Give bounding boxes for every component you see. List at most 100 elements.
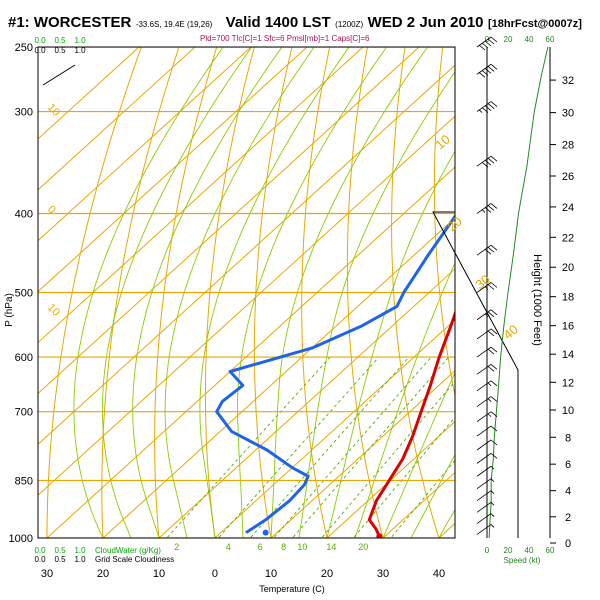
isotherm (38, 47, 196, 191)
wind-barb-half (490, 490, 495, 494)
adiabat-label: 40 (500, 322, 521, 343)
wind-barb-staff (476, 203, 492, 214)
wind-barb-flag (487, 38, 495, 45)
valid-time: Valid 1400 LST (225, 14, 331, 31)
wind-barb-half (490, 524, 495, 528)
wind-barb (476, 513, 495, 524)
mixing-ratio-label: 4 (226, 542, 231, 552)
wind-barb-flag (490, 36, 498, 43)
wind-barb-staff (476, 364, 492, 375)
wind-barb-flag (490, 411, 498, 417)
wind-barb-staff (476, 490, 492, 502)
wind-barb-flag (487, 246, 495, 253)
wind-barb-flag (490, 453, 498, 459)
wind-barb-half (490, 502, 495, 506)
cloudwater-tick: 0.0 (34, 546, 46, 555)
height-tick-label: 14 (562, 349, 574, 361)
wind-barb-flag (484, 207, 492, 213)
valid-date: WED 2 Jun 2010 (367, 14, 484, 31)
isotherm (270, 370, 455, 538)
dry-adiabat (301, 47, 331, 538)
dry-adiabat (593, 33, 600, 556)
adiabat-label: 20 (444, 214, 465, 235)
wind-barb-flag (487, 330, 495, 337)
wind-barb-flag (490, 425, 498, 432)
moist-adiabat (132, 47, 283, 538)
dewpoint-profile (215, 213, 455, 534)
moist-adiabat (164, 47, 315, 538)
wind-barb-flag (487, 311, 495, 318)
wind-barb (476, 282, 498, 293)
wind-barb-staff (476, 346, 492, 358)
mixing-ratio-line (166, 356, 331, 538)
dry-adiabat (154, 47, 218, 538)
mixing-ratio-label: 14 (326, 542, 336, 552)
wind-barb-flag (490, 364, 498, 370)
surface-temperature-marker (376, 533, 383, 538)
height-tick-label: 28 (562, 140, 574, 152)
isotherm (214, 319, 455, 538)
mixing-ratio-line (217, 356, 380, 538)
wind-barb (476, 425, 498, 437)
wind-barb-staff (476, 396, 492, 407)
wind-barb-staff (476, 478, 492, 490)
wind-barb-half (481, 209, 486, 213)
wind-barb (476, 524, 495, 535)
speed-tick-top: 60 (546, 35, 555, 44)
cloud-scale-tick: 0.5 (54, 555, 66, 564)
wind-barb-staff (476, 411, 492, 422)
isotherm (495, 47, 600, 538)
cloudwater-top-tick: 0.0 (34, 36, 46, 45)
wind-barb-staff (476, 524, 492, 535)
height-tick-label: 26 (562, 171, 574, 183)
wind-barb-flag (490, 155, 498, 162)
wind-barb-half (490, 513, 495, 517)
wind-barb (476, 155, 498, 168)
isotherm-label: 10 (45, 302, 62, 319)
moist-adiabat (237, 47, 387, 538)
wind-barb-flag (490, 328, 498, 335)
moist-adiabat (438, 508, 455, 538)
pressure-tick-label: 1000 (9, 533, 33, 545)
wind-barb-flag (490, 63, 498, 70)
dry-adiabat (476, 33, 558, 556)
wind-barb-staff (476, 282, 492, 293)
moist-adiabat (354, 261, 455, 538)
temperature-tick-label: 20 (97, 568, 109, 580)
moist-adiabat (298, 71, 455, 538)
moist-adiabat (199, 47, 350, 538)
moist-adiabat (326, 150, 455, 538)
wind-barb (476, 490, 495, 502)
wind-barb-staff (476, 244, 492, 256)
pressure-tick-label: 400 (15, 208, 33, 220)
wind-barb-flag (490, 309, 498, 316)
temperature-tick-label: 30 (377, 568, 389, 580)
speed-tick-top: 40 (525, 35, 534, 44)
chart-header: #1: WORCESTER -33.6S, 19.4E (19,26) Vali… (8, 14, 582, 32)
mixing-ratio-label: 6 (258, 542, 263, 552)
wind-barb-half (484, 286, 489, 290)
wind-barb (476, 453, 498, 464)
pressure-tick-label: 500 (15, 288, 33, 300)
adiabat-label: 30 (472, 272, 493, 293)
y-axis-title: P (hPa) (4, 293, 15, 327)
pressure-tick-label: 850 (15, 475, 33, 487)
wind-barb-flag (490, 244, 498, 251)
isotherm (38, 47, 252, 242)
wind-barb-staff (476, 380, 492, 392)
panel-outline (432, 47, 519, 538)
isotherm (38, 47, 308, 293)
x-axis-title: Temperature (C) (259, 584, 325, 594)
dry-adiabat (46, 47, 142, 538)
wind-barb-flag (490, 439, 498, 446)
wind-barb (476, 203, 498, 214)
wind-barb-staff (476, 309, 492, 321)
dry-adiabat (346, 47, 384, 538)
moist-adiabat (410, 453, 455, 538)
cloudwater-top-tick: 1.0 (74, 36, 86, 45)
wind-barb-flag (487, 348, 495, 355)
wind-panel: 00202040406060Speed (kt)0246810121416182… (432, 35, 574, 565)
temperature-profile (367, 309, 455, 537)
height-tick-label: 24 (562, 202, 574, 214)
